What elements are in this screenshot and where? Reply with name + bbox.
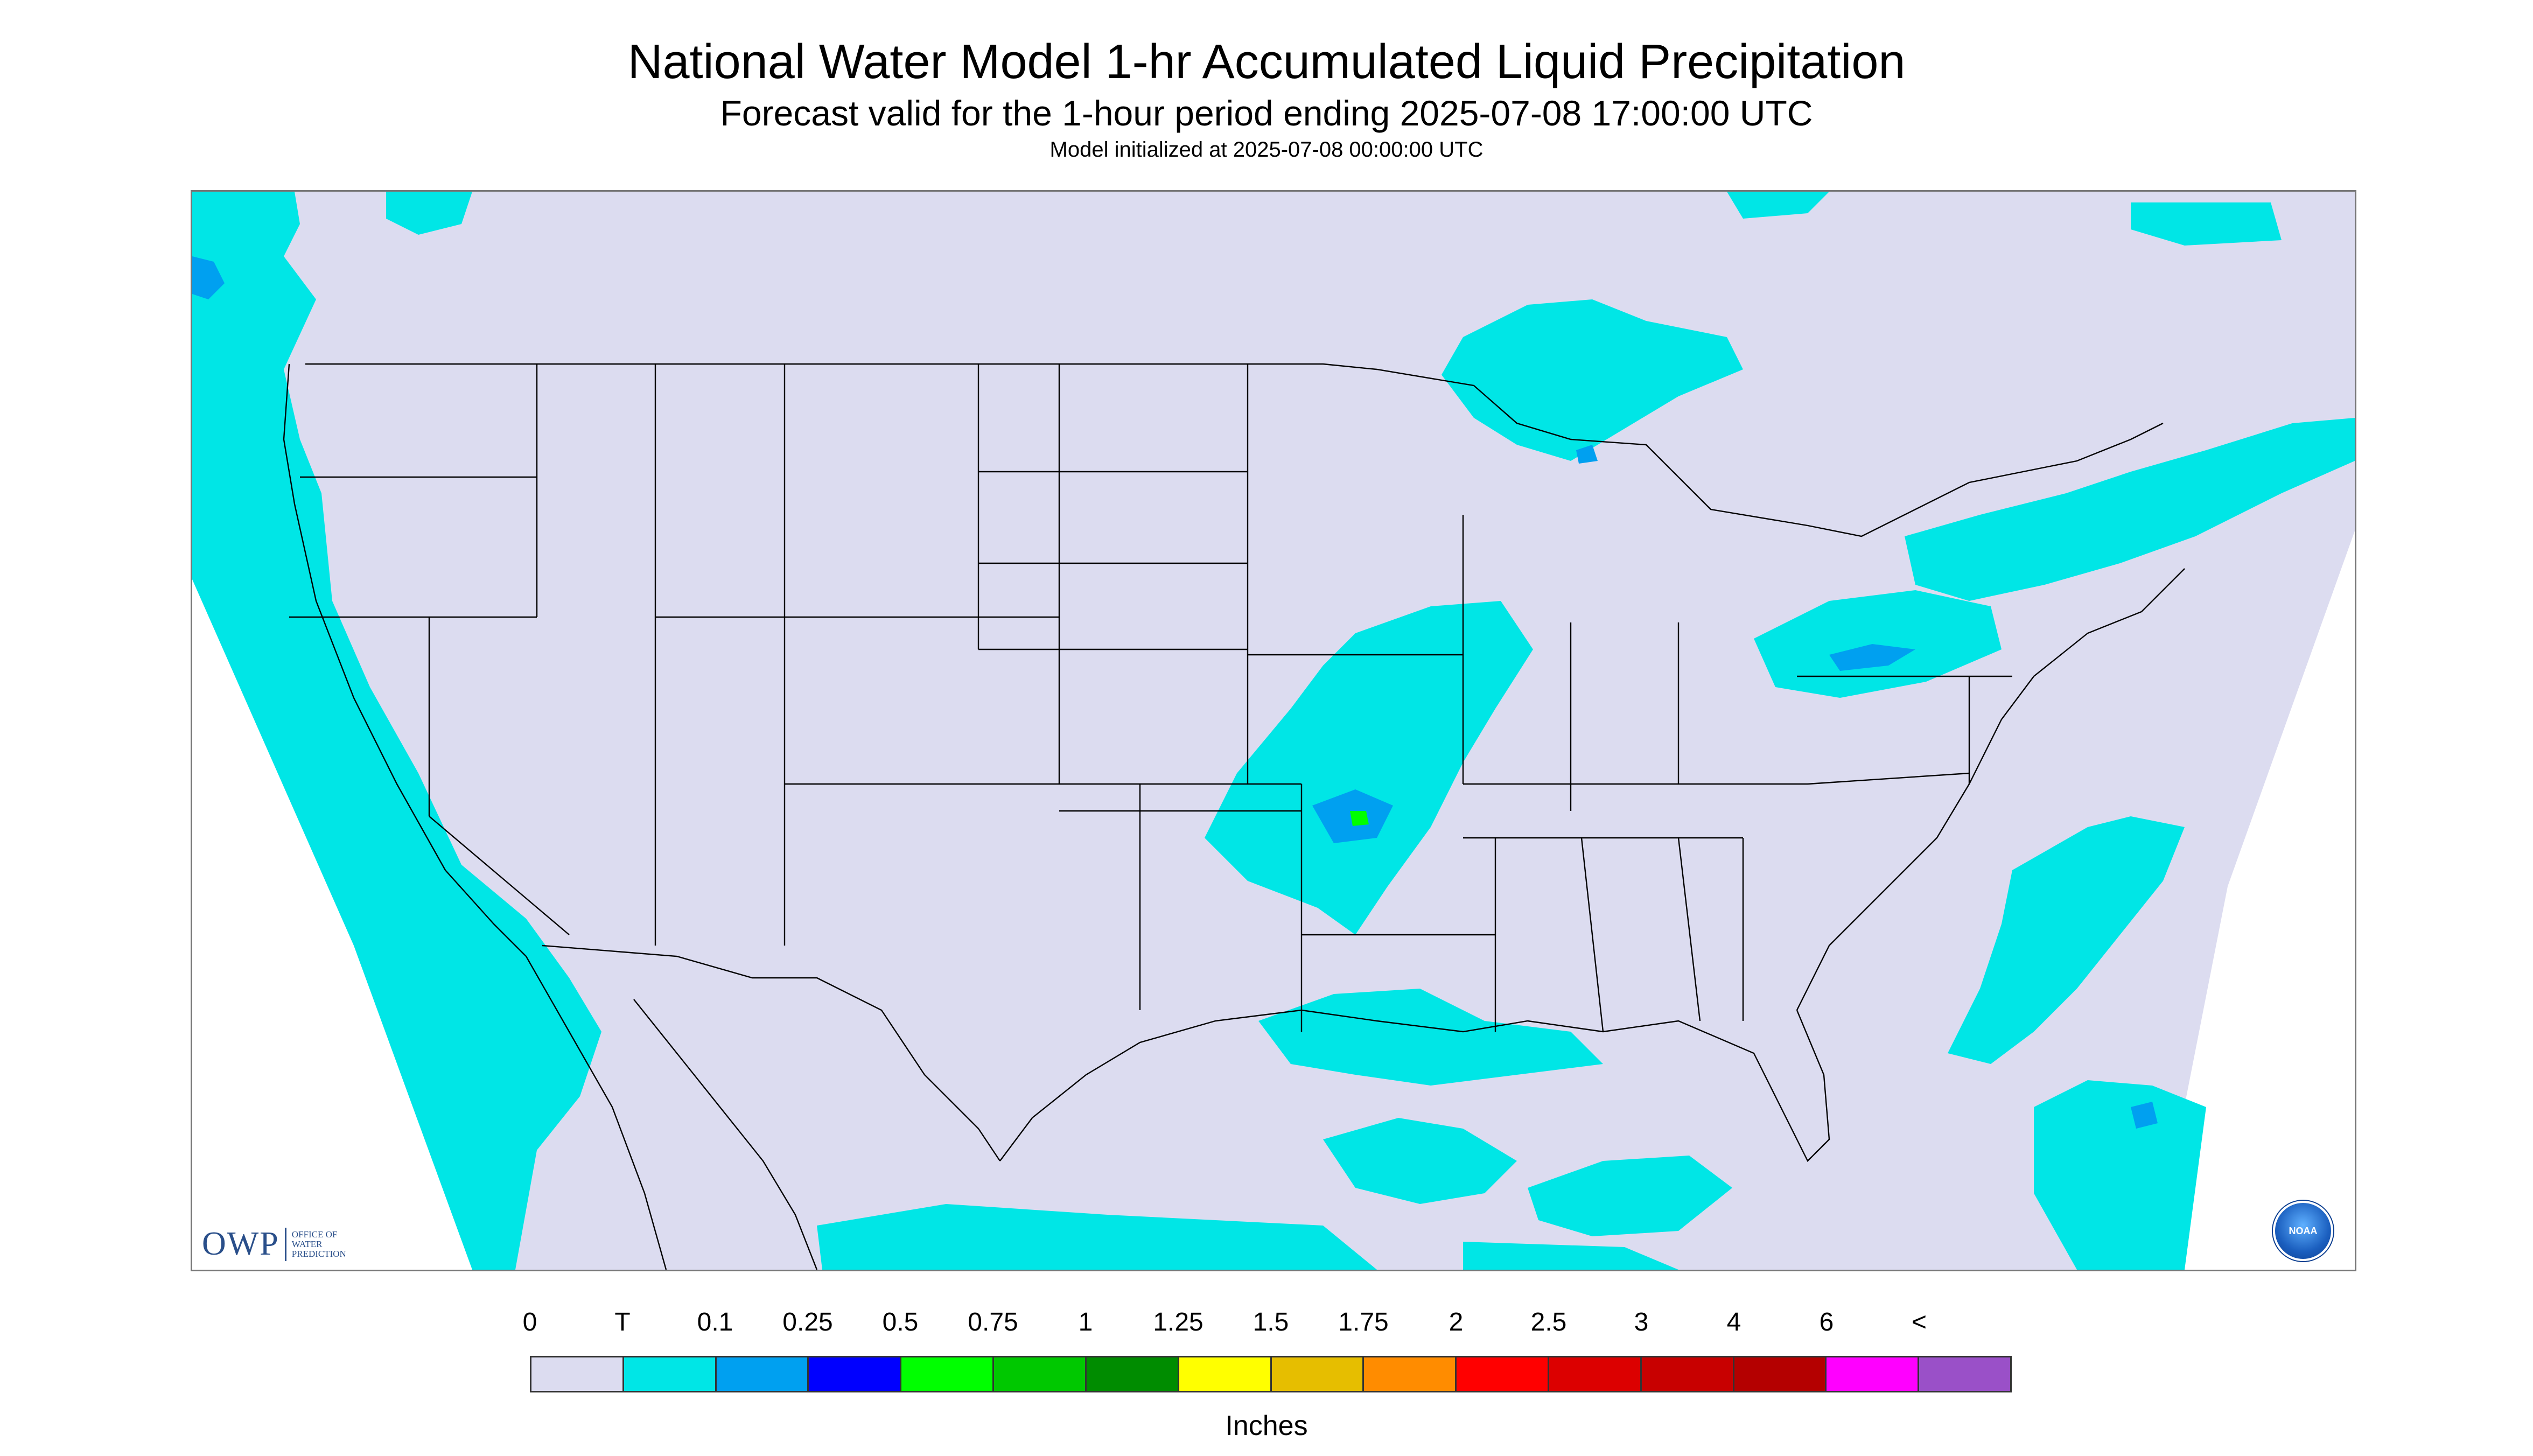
legend-color-bar	[530, 1356, 2012, 1392]
precipitation-map-svg	[192, 192, 2355, 1270]
mexico-coastline	[633, 999, 818, 1270]
legend-swatch	[1641, 1357, 1734, 1391]
precip-midwest-heavy	[1350, 811, 1369, 826]
precip-pennsylvania	[1754, 590, 2002, 698]
noaa-logo: NOAA	[2273, 1201, 2333, 1261]
legend-swatch	[1457, 1357, 1549, 1391]
legend-swatch	[531, 1357, 624, 1391]
state-lines-midwest	[1248, 515, 1808, 1032]
precip-gulf-east	[1528, 1156, 1732, 1236]
precip-superior	[1442, 299, 1743, 461]
legend-units-label: Inches	[1225, 1410, 1308, 1441]
legend-swatch	[1364, 1357, 1457, 1391]
model-init-line: Model initialized at 2025-07-08 00:00:00…	[1049, 138, 1484, 162]
state-lines-west	[289, 364, 1060, 946]
precip-bottom-strip	[1463, 1242, 1678, 1270]
legend-tick-label: 0.1	[697, 1308, 733, 1336]
us-mexico-border	[542, 944, 1000, 1161]
legend-swatch	[901, 1357, 995, 1391]
legend-tick-label: 0	[522, 1308, 537, 1336]
west-coastline	[283, 363, 667, 1270]
precip-mexico-south	[817, 1204, 1377, 1270]
noaa-logo-text: NOAA	[2289, 1225, 2318, 1236]
legend-tick-label: 2	[1449, 1308, 1464, 1336]
legend-tick-labels: 0 T 0.1 0.25 0.5 0.75 1 1.25 1.5 1.75 2 2.5 3 4 6 <	[523, 1307, 2012, 1340]
legend-swatch	[1827, 1357, 1920, 1391]
precip-gulf-coast	[1258, 989, 1603, 1086]
precip-canada-east	[2131, 202, 2282, 246]
precip-northeast	[1905, 418, 2355, 601]
owp-logo-mark: OWP	[202, 1226, 279, 1262]
legend-tick-label: 1.5	[1252, 1308, 1289, 1336]
legend-tick-label: T	[614, 1308, 631, 1336]
legend-swatch	[1734, 1357, 1827, 1391]
forecast-valid-subtitle: Forecast valid for the 1-hour period end…	[720, 93, 1813, 133]
legend-swatch	[1179, 1357, 1272, 1391]
map-title: National Water Model 1-hr Accumulated Li…	[627, 35, 1906, 89]
legend-tick-label: 1.75	[1338, 1308, 1389, 1336]
state-lines-east	[1494, 675, 2012, 1032]
precip-midwest	[1205, 601, 1533, 935]
precip-canada-west	[386, 192, 472, 235]
owp-logo-text: OFFICE OF WATER PREDICTION	[291, 1229, 346, 1259]
legend-swatch	[994, 1357, 1087, 1391]
precip-atlantic-south	[2034, 1080, 2206, 1270]
precip-atlantic-core	[2131, 1102, 2158, 1129]
legend-tick-label: 3	[1634, 1308, 1649, 1336]
precip-pacific-band	[192, 192, 601, 1270]
precip-canada-hudson	[1727, 192, 1829, 219]
us-canada-border	[305, 363, 2164, 537]
precip-atlantic	[1948, 816, 2185, 1064]
legend-swatch	[1549, 1357, 1642, 1391]
legend-tick-label: 1	[1078, 1308, 1093, 1336]
boundaries	[283, 363, 2185, 1270]
precip-superior-core	[1576, 445, 1598, 464]
legend-swatch	[624, 1357, 717, 1391]
legend-swatch	[809, 1357, 902, 1391]
precip-pennsylvania-core	[1829, 644, 1915, 671]
legend-tick-label: 0.25	[782, 1308, 833, 1336]
legend-tick-label: 0.75	[968, 1308, 1018, 1336]
legend-swatch	[1919, 1357, 2010, 1391]
legend-tick-label: <	[1911, 1308, 1927, 1336]
precip-gulf	[1323, 1118, 1517, 1204]
state-lines-plains	[977, 364, 1302, 1010]
gulf-coastline	[999, 1009, 1830, 1163]
legend-tick-label: 4	[1726, 1308, 1741, 1336]
east-coastline	[1796, 568, 2185, 1011]
precipitation-map: OWP OFFICE OF WATER PREDICTION NOAA	[191, 190, 2356, 1271]
legend-tick-label: 1.25	[1153, 1308, 1203, 1336]
legend-tick-label: 2.5	[1530, 1308, 1567, 1336]
legend-swatch	[1086, 1357, 1179, 1391]
owp-logo: OWP OFFICE OF WATER PREDICTION	[202, 1225, 346, 1263]
legend-swatch	[716, 1357, 809, 1391]
owp-logo-divider	[284, 1227, 286, 1261]
legend-tick-label: 6	[1819, 1308, 1834, 1336]
precip-bc-patch	[192, 256, 225, 299]
legend-swatch	[1271, 1357, 1365, 1391]
legend-tick-label: 0.5	[882, 1308, 919, 1336]
